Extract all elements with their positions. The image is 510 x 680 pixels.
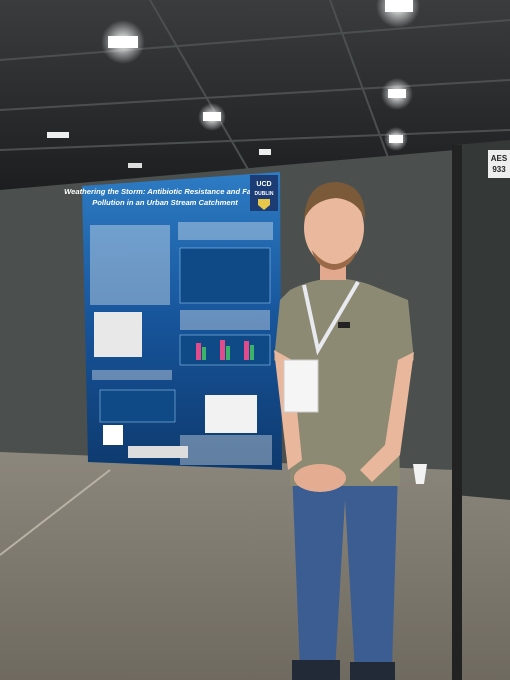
poster-text-blocks [90, 222, 273, 465]
logo-crest [258, 199, 270, 210]
floor-line [0, 469, 111, 556]
board-frame [452, 145, 462, 680]
poster-title: Pollution in an Urban Stream Catchment [92, 198, 238, 207]
poster-figures [94, 247, 271, 458]
board-label: AES [491, 154, 508, 163]
side-board [455, 140, 510, 500]
logo-text: UCD [256, 181, 271, 188]
poster-title: Weathering the Storm: Antibiotic Resista… [64, 187, 267, 196]
logo-text: DUBLIN [255, 191, 274, 197]
cup [413, 464, 427, 484]
ceiling-lights [47, 0, 420, 168]
board-tag [488, 150, 510, 178]
floor [0, 450, 510, 680]
board-label: 933 [492, 165, 506, 174]
ceiling-beams [0, 0, 510, 191]
person [274, 182, 414, 680]
